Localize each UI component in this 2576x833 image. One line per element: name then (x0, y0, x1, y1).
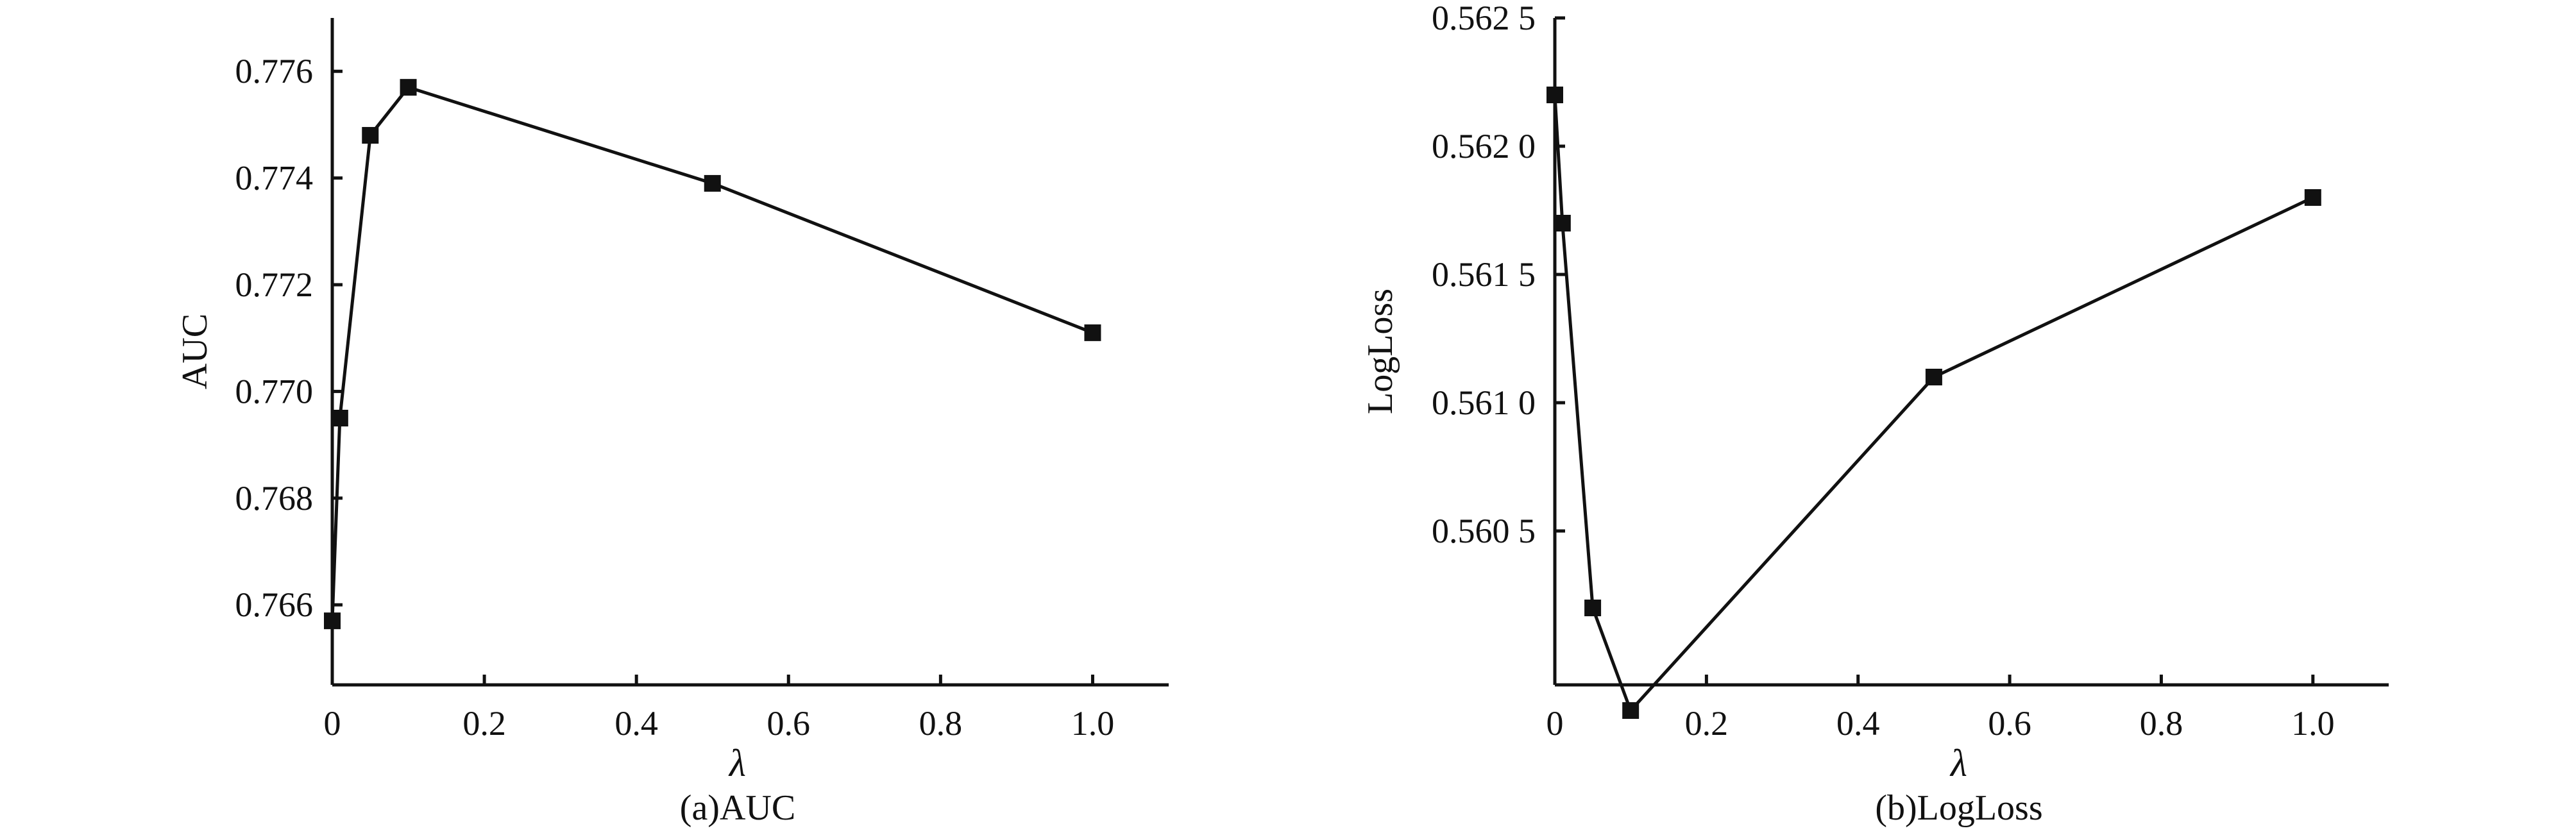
x-tick-label: 0.4 (614, 704, 658, 743)
x-tick-label: 0 (324, 704, 341, 743)
y-tick-label: 0.774 (235, 159, 314, 198)
y-tick-label: 0.562 0 (1432, 127, 1536, 165)
x-tick-label: 0.2 (462, 704, 506, 743)
x-tick-label: 0.8 (919, 704, 963, 743)
y-tick-label: 0.768 (235, 479, 314, 517)
data-point-marker (2304, 189, 2321, 206)
y-tick-label: 0.562 5 (1432, 0, 1536, 37)
y-tick-label: 0.561 5 (1432, 255, 1536, 294)
data-point-marker (324, 612, 341, 630)
data-point-marker (1546, 87, 1563, 103)
series-line (1553, 94, 2314, 714)
data-point-marker (1084, 324, 1101, 341)
x-tick-label: 1.0 (2291, 704, 2335, 743)
x-axis-title: λ (1949, 742, 1967, 784)
x-tick-label: 0.4 (1836, 704, 1880, 743)
y-axis-title: AUC (175, 314, 215, 389)
panel-caption: (a)AUC (680, 788, 795, 828)
x-axis-title: λ (728, 742, 746, 784)
y-tick-label: 0.766 (235, 585, 314, 624)
data-point-marker (1554, 215, 1571, 231)
x-tick-label: 0.2 (1685, 704, 1729, 743)
y-tick-label: 0.776 (235, 52, 314, 90)
y-tick-label: 0.560 5 (1432, 512, 1536, 550)
chart-panel-logloss: 0 0.2 0.4 0.6 0.8 1.0 0.560 5 0.561 0 0.561 5 0.5… (1360, 0, 2389, 828)
y-tick-label: 0.772 (235, 265, 314, 304)
panel-caption: (b)LogLoss (1875, 788, 2042, 828)
data-point-marker (1584, 600, 1602, 616)
y-axis-title: LogLoss (1360, 289, 1400, 414)
x-tick-label: 0.6 (767, 704, 811, 743)
x-tick-label: 1.0 (1071, 704, 1115, 743)
y-tick-label: 0.561 0 (1432, 383, 1536, 422)
data-point-marker (1925, 369, 1942, 385)
data-point-marker (331, 410, 348, 426)
data-point-marker (400, 79, 417, 96)
data-point-marker (704, 174, 721, 192)
y-tick-label: 0.770 (235, 372, 314, 410)
series-line (330, 85, 1094, 621)
x-tick-label: 0 (1546, 704, 1564, 743)
x-tick-label: 0.8 (2140, 704, 2183, 743)
data-point-marker (1622, 702, 1640, 719)
x-tick-label: 0.6 (1988, 704, 2031, 743)
data-point-marker (362, 127, 379, 144)
chart-panel-auc: 0 0.2 0.4 0.6 0.8 1.0 0.766 0.768 0.770 0.772 0.77… (175, 18, 1169, 828)
